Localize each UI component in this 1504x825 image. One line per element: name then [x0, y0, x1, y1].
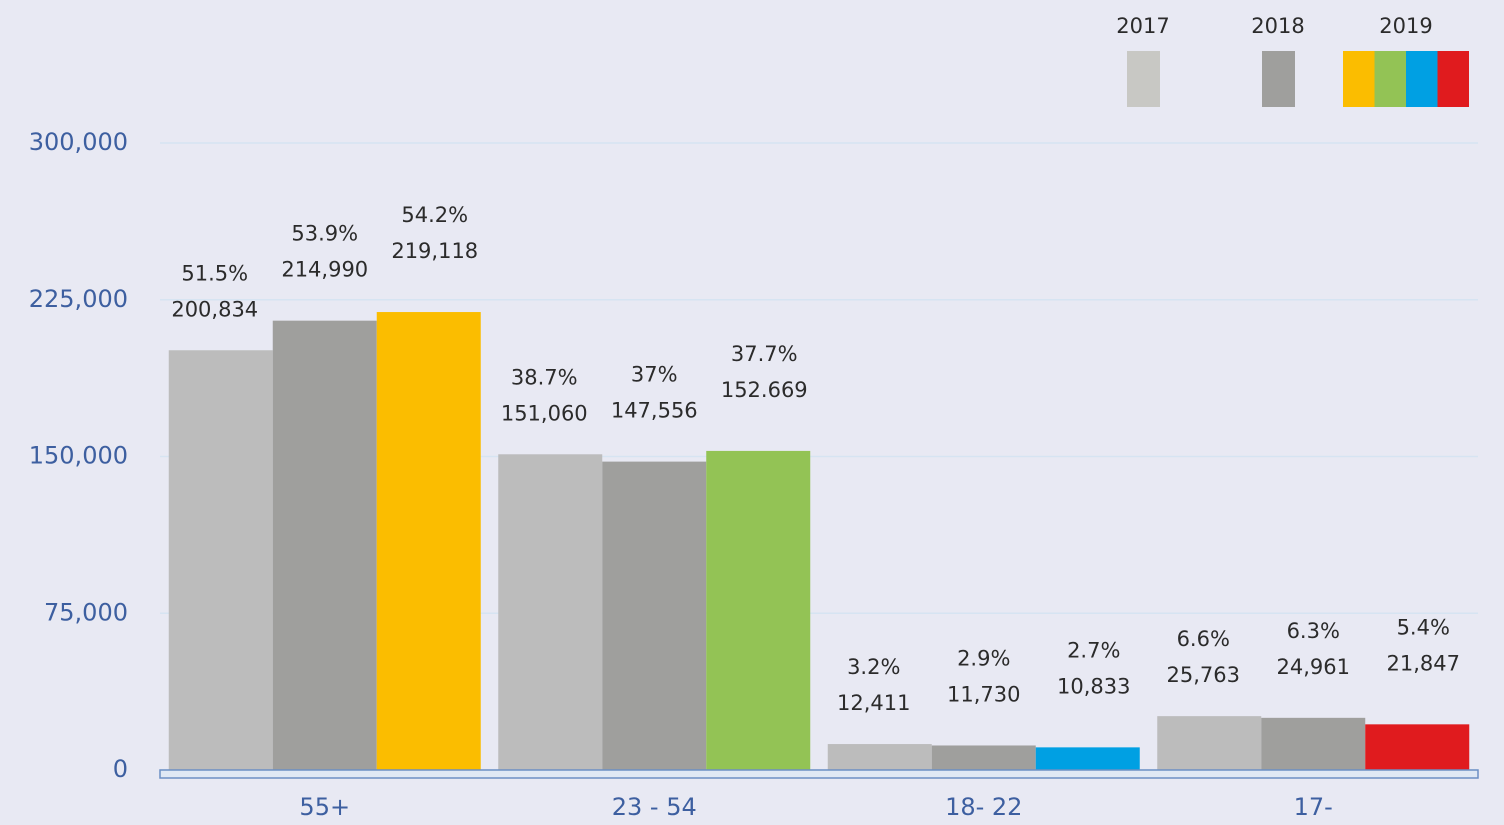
share-label: 6.3%: [1287, 619, 1340, 643]
bar: [498, 454, 603, 770]
y-tick-label: 0: [113, 755, 128, 783]
y-tick-label: 75,000: [44, 598, 128, 626]
bar: [602, 461, 707, 770]
value-label: 25,763: [1167, 663, 1240, 687]
legend-label: 2017: [1116, 14, 1169, 38]
value-label: 21,847: [1387, 651, 1460, 675]
x-tick-label: 17-: [1294, 793, 1333, 821]
legend-swatch: [1262, 51, 1295, 107]
legend-swatch: [1127, 51, 1160, 107]
bar: [1157, 716, 1262, 770]
legend-label: 2019: [1379, 14, 1432, 38]
x-axis: [159, 769, 1479, 779]
legend-swatch: [1374, 51, 1406, 107]
share-label: 51.5%: [181, 261, 248, 285]
bar: [1365, 724, 1470, 770]
value-label: 12,411: [837, 691, 910, 715]
value-label: 214,990: [281, 258, 368, 282]
value-label: 11,730: [947, 682, 1020, 706]
y-tick-label: 150,000: [29, 442, 128, 470]
share-label: 38.7%: [511, 365, 578, 389]
legend-label: 2018: [1251, 14, 1304, 38]
bar: [168, 350, 273, 770]
share-label: 53.9%: [291, 222, 358, 246]
bar: [706, 450, 811, 770]
share-label: 2.7%: [1067, 638, 1120, 662]
bar: [931, 745, 1036, 770]
share-label: 37.7%: [731, 342, 798, 366]
share-label: 3.2%: [847, 655, 900, 679]
bar: [1035, 747, 1140, 770]
legend-swatch: [1406, 51, 1438, 107]
bar: [376, 312, 481, 770]
legend-swatch: [1437, 51, 1469, 107]
x-tick-label: 55+: [299, 793, 350, 821]
value-label: 152.669: [721, 378, 808, 402]
bar: [272, 320, 377, 770]
share-label: 54.2%: [401, 203, 468, 227]
value-label: 24,961: [1277, 655, 1350, 679]
x-tick-label: 23 - 54: [612, 793, 697, 821]
value-label: 10,833: [1057, 674, 1130, 698]
value-label: 200,834: [171, 297, 258, 321]
value-label: 147,556: [611, 399, 698, 423]
share-label: 5.4%: [1397, 615, 1450, 639]
share-label: 2.9%: [957, 646, 1010, 670]
bar: [1261, 717, 1366, 770]
legend-swatch: [1343, 51, 1375, 107]
value-label: 219,118: [391, 239, 478, 263]
share-label: 6.6%: [1177, 627, 1230, 651]
x-tick-label: 18- 22: [945, 793, 1022, 821]
y-tick-label: 300,000: [29, 128, 128, 156]
value-label: 151,060: [501, 401, 588, 425]
share-label: 37%: [631, 363, 678, 387]
y-tick-label: 225,000: [29, 285, 128, 313]
bar: [827, 744, 932, 770]
